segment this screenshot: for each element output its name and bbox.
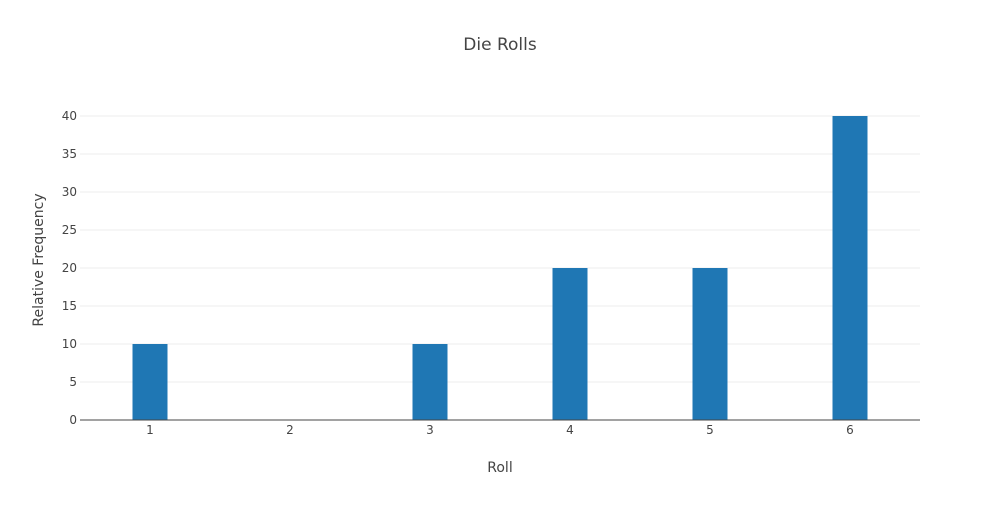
chart-title: Die Rolls (463, 35, 537, 55)
bar-6[interactable] (832, 116, 868, 420)
gridlines (80, 115, 920, 383)
y-tick-label: 35 (62, 147, 77, 161)
x-axis-title: Roll (487, 460, 512, 476)
x-tick-label: 5 (706, 423, 714, 437)
x-axis-ticks: 1 2 3 4 5 6 (146, 423, 854, 437)
y-tick-label: 40 (62, 109, 77, 123)
y-axis-ticks: 0 5 10 15 20 25 30 35 40 (62, 109, 77, 427)
y-tick-label: 5 (69, 375, 77, 389)
x-tick-label: 6 (846, 423, 854, 437)
bars (132, 116, 868, 420)
y-tick-label: 15 (62, 299, 77, 313)
y-tick-label: 10 (62, 337, 77, 351)
x-tick-label: 2 (286, 423, 294, 437)
bar-1[interactable] (132, 344, 168, 420)
y-tick-label: 20 (62, 261, 77, 275)
bar-5[interactable] (692, 268, 728, 420)
x-tick-label: 3 (426, 423, 434, 437)
y-tick-label: 30 (62, 185, 77, 199)
bar-4[interactable] (552, 268, 588, 420)
y-axis-title: Relative Frequency (31, 193, 47, 326)
bar-3[interactable] (412, 344, 448, 420)
y-tick-label: 0 (69, 413, 77, 427)
x-tick-label: 1 (146, 423, 154, 437)
y-tick-label: 25 (62, 223, 77, 237)
x-tick-label: 4 (566, 423, 574, 437)
